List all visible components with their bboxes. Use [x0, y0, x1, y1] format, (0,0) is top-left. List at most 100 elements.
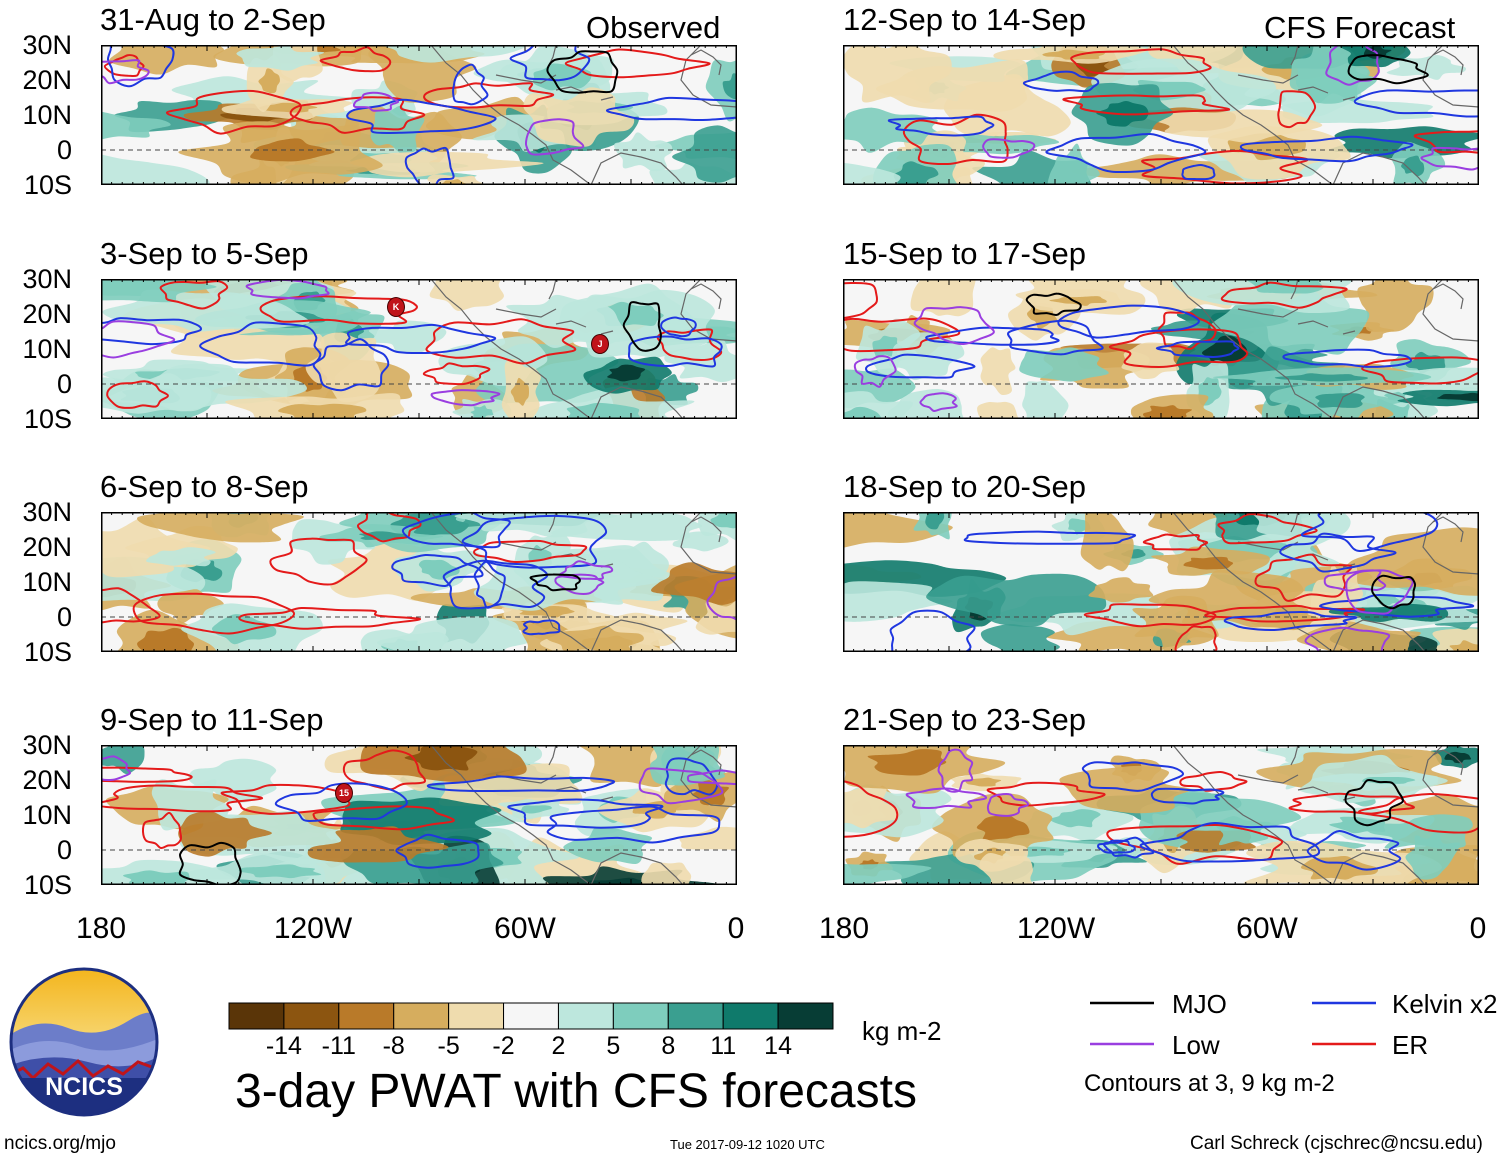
- kelvin-contour: [312, 338, 390, 392]
- lon-label: 0: [727, 912, 745, 945]
- lon-label: 60W: [1236, 912, 1298, 945]
- er-contour: [269, 537, 368, 586]
- coastline: [600, 96, 614, 101]
- map-panel: [101, 279, 737, 419]
- kelvin-contour: [461, 514, 608, 569]
- coastline: [1332, 619, 1426, 652]
- coastline: [1432, 49, 1464, 76]
- colorbar-units: kg m-2: [862, 1016, 942, 1046]
- low-contour: [919, 392, 958, 413]
- er-contour: [356, 512, 422, 543]
- observed-header: Observed: [586, 10, 721, 45]
- map-panel: [843, 45, 1479, 185]
- lon-label: 60W: [494, 912, 556, 945]
- colorbar-swatch: [283, 1002, 340, 1030]
- mjo-contour: [1025, 292, 1082, 316]
- lat-label: 10S: [23, 404, 72, 434]
- map-panel: [843, 512, 1479, 652]
- er-contour: [132, 592, 296, 635]
- anomaly-region: [523, 87, 635, 147]
- low-contour: [686, 769, 737, 786]
- kelvin-contour: [1279, 532, 1397, 573]
- coastline: [1297, 786, 1329, 794]
- coastline: [1432, 283, 1464, 310]
- kelvin-contour: [1223, 611, 1358, 632]
- lat-label: 10N: [22, 334, 72, 364]
- coastline: [1172, 45, 1334, 185]
- anomaly-core: [1049, 296, 1107, 306]
- low-contour: [982, 138, 1036, 159]
- kelvin-contour: [1300, 512, 1439, 552]
- kelvin-contour: [345, 323, 497, 354]
- kelvin-contour: [404, 146, 455, 185]
- colorbar-swatch: [612, 1002, 669, 1030]
- coastline: [1432, 749, 1464, 776]
- low-contour: [986, 792, 1029, 817]
- anomaly-region: [429, 279, 504, 311]
- map-panel: [101, 45, 737, 185]
- anomaly-core: [1436, 392, 1479, 402]
- anomaly-region: [651, 562, 737, 605]
- kelvin-legend-label: Kelvin x2: [1392, 989, 1498, 1019]
- coastline: [1422, 45, 1479, 108]
- panel-title: 15-Sep to 17-Sep: [843, 236, 1087, 271]
- anomaly-core: [1049, 809, 1101, 828]
- colorbar-swatch: [557, 1002, 614, 1030]
- footer-timestamp: Tue 2017-09-12 1020 UTC: [670, 1137, 825, 1152]
- er-contour: [342, 749, 426, 791]
- kelvin-contour: [1097, 839, 1136, 854]
- er-contour: [564, 48, 711, 79]
- er-contour: [1108, 328, 1249, 368]
- kelvin-contour: [664, 757, 719, 796]
- coastline: [548, 745, 557, 766]
- footer-author: Carl Schreck (cjschrec@ncsu.edu): [1190, 1133, 1483, 1154]
- coastline: [495, 541, 557, 551]
- kelvin-contour: [1155, 340, 1240, 359]
- anomaly-region: [1088, 577, 1154, 603]
- footer-url[interactable]: ncics.org/mjo: [4, 1133, 116, 1154]
- anomaly-core: [1274, 373, 1369, 382]
- anomaly-region: [1214, 816, 1271, 846]
- coastline: [590, 152, 684, 185]
- lat-label: 0: [56, 602, 72, 632]
- anomaly-core: [418, 559, 460, 580]
- storm-marker: K: [387, 297, 405, 317]
- lat-label: 20N: [22, 299, 72, 329]
- panel-title: 12-Sep to 14-Sep: [843, 2, 1087, 37]
- er-contour: [1174, 625, 1218, 652]
- anomaly-region: [843, 863, 932, 885]
- colorbar-tick-label: -11: [321, 1032, 356, 1060]
- ncics-logo: NCICS: [9, 967, 159, 1117]
- er-contour: [312, 805, 455, 831]
- coastline: [1422, 279, 1479, 342]
- anomaly-region: [101, 279, 217, 303]
- low-contour: [524, 118, 585, 156]
- anomaly-core: [607, 364, 646, 382]
- mjo-contour: [529, 573, 581, 592]
- anomaly-region: [307, 826, 449, 863]
- colorbar-tick-label: -14: [265, 1032, 302, 1060]
- lat-label: 0: [56, 135, 72, 165]
- anomaly-core: [925, 512, 945, 530]
- anomaly-region: [843, 786, 900, 829]
- coastline: [600, 330, 614, 335]
- coastline: [1332, 386, 1426, 419]
- er-contour: [1413, 130, 1479, 154]
- er-contour: [289, 96, 426, 134]
- coastline: [1172, 279, 1334, 419]
- anomaly-core: [123, 870, 190, 885]
- anomaly-region: [157, 589, 224, 624]
- coastline: [690, 283, 722, 310]
- anomaly-region: [101, 154, 210, 185]
- low-contour: [1345, 569, 1414, 615]
- er-contour: [1083, 603, 1217, 628]
- anomaly-region: [1296, 621, 1421, 652]
- kelvin-contour: [887, 115, 995, 137]
- kelvin-contour: [1139, 822, 1321, 863]
- mjo-contour: [622, 301, 662, 352]
- kelvin-legend-swatch: [1312, 1001, 1376, 1005]
- panel-title: 18-Sep to 20-Sep: [843, 469, 1087, 504]
- coastline: [548, 279, 557, 300]
- coastline: [1290, 45, 1299, 66]
- colorbar-swatch: [777, 1002, 834, 1030]
